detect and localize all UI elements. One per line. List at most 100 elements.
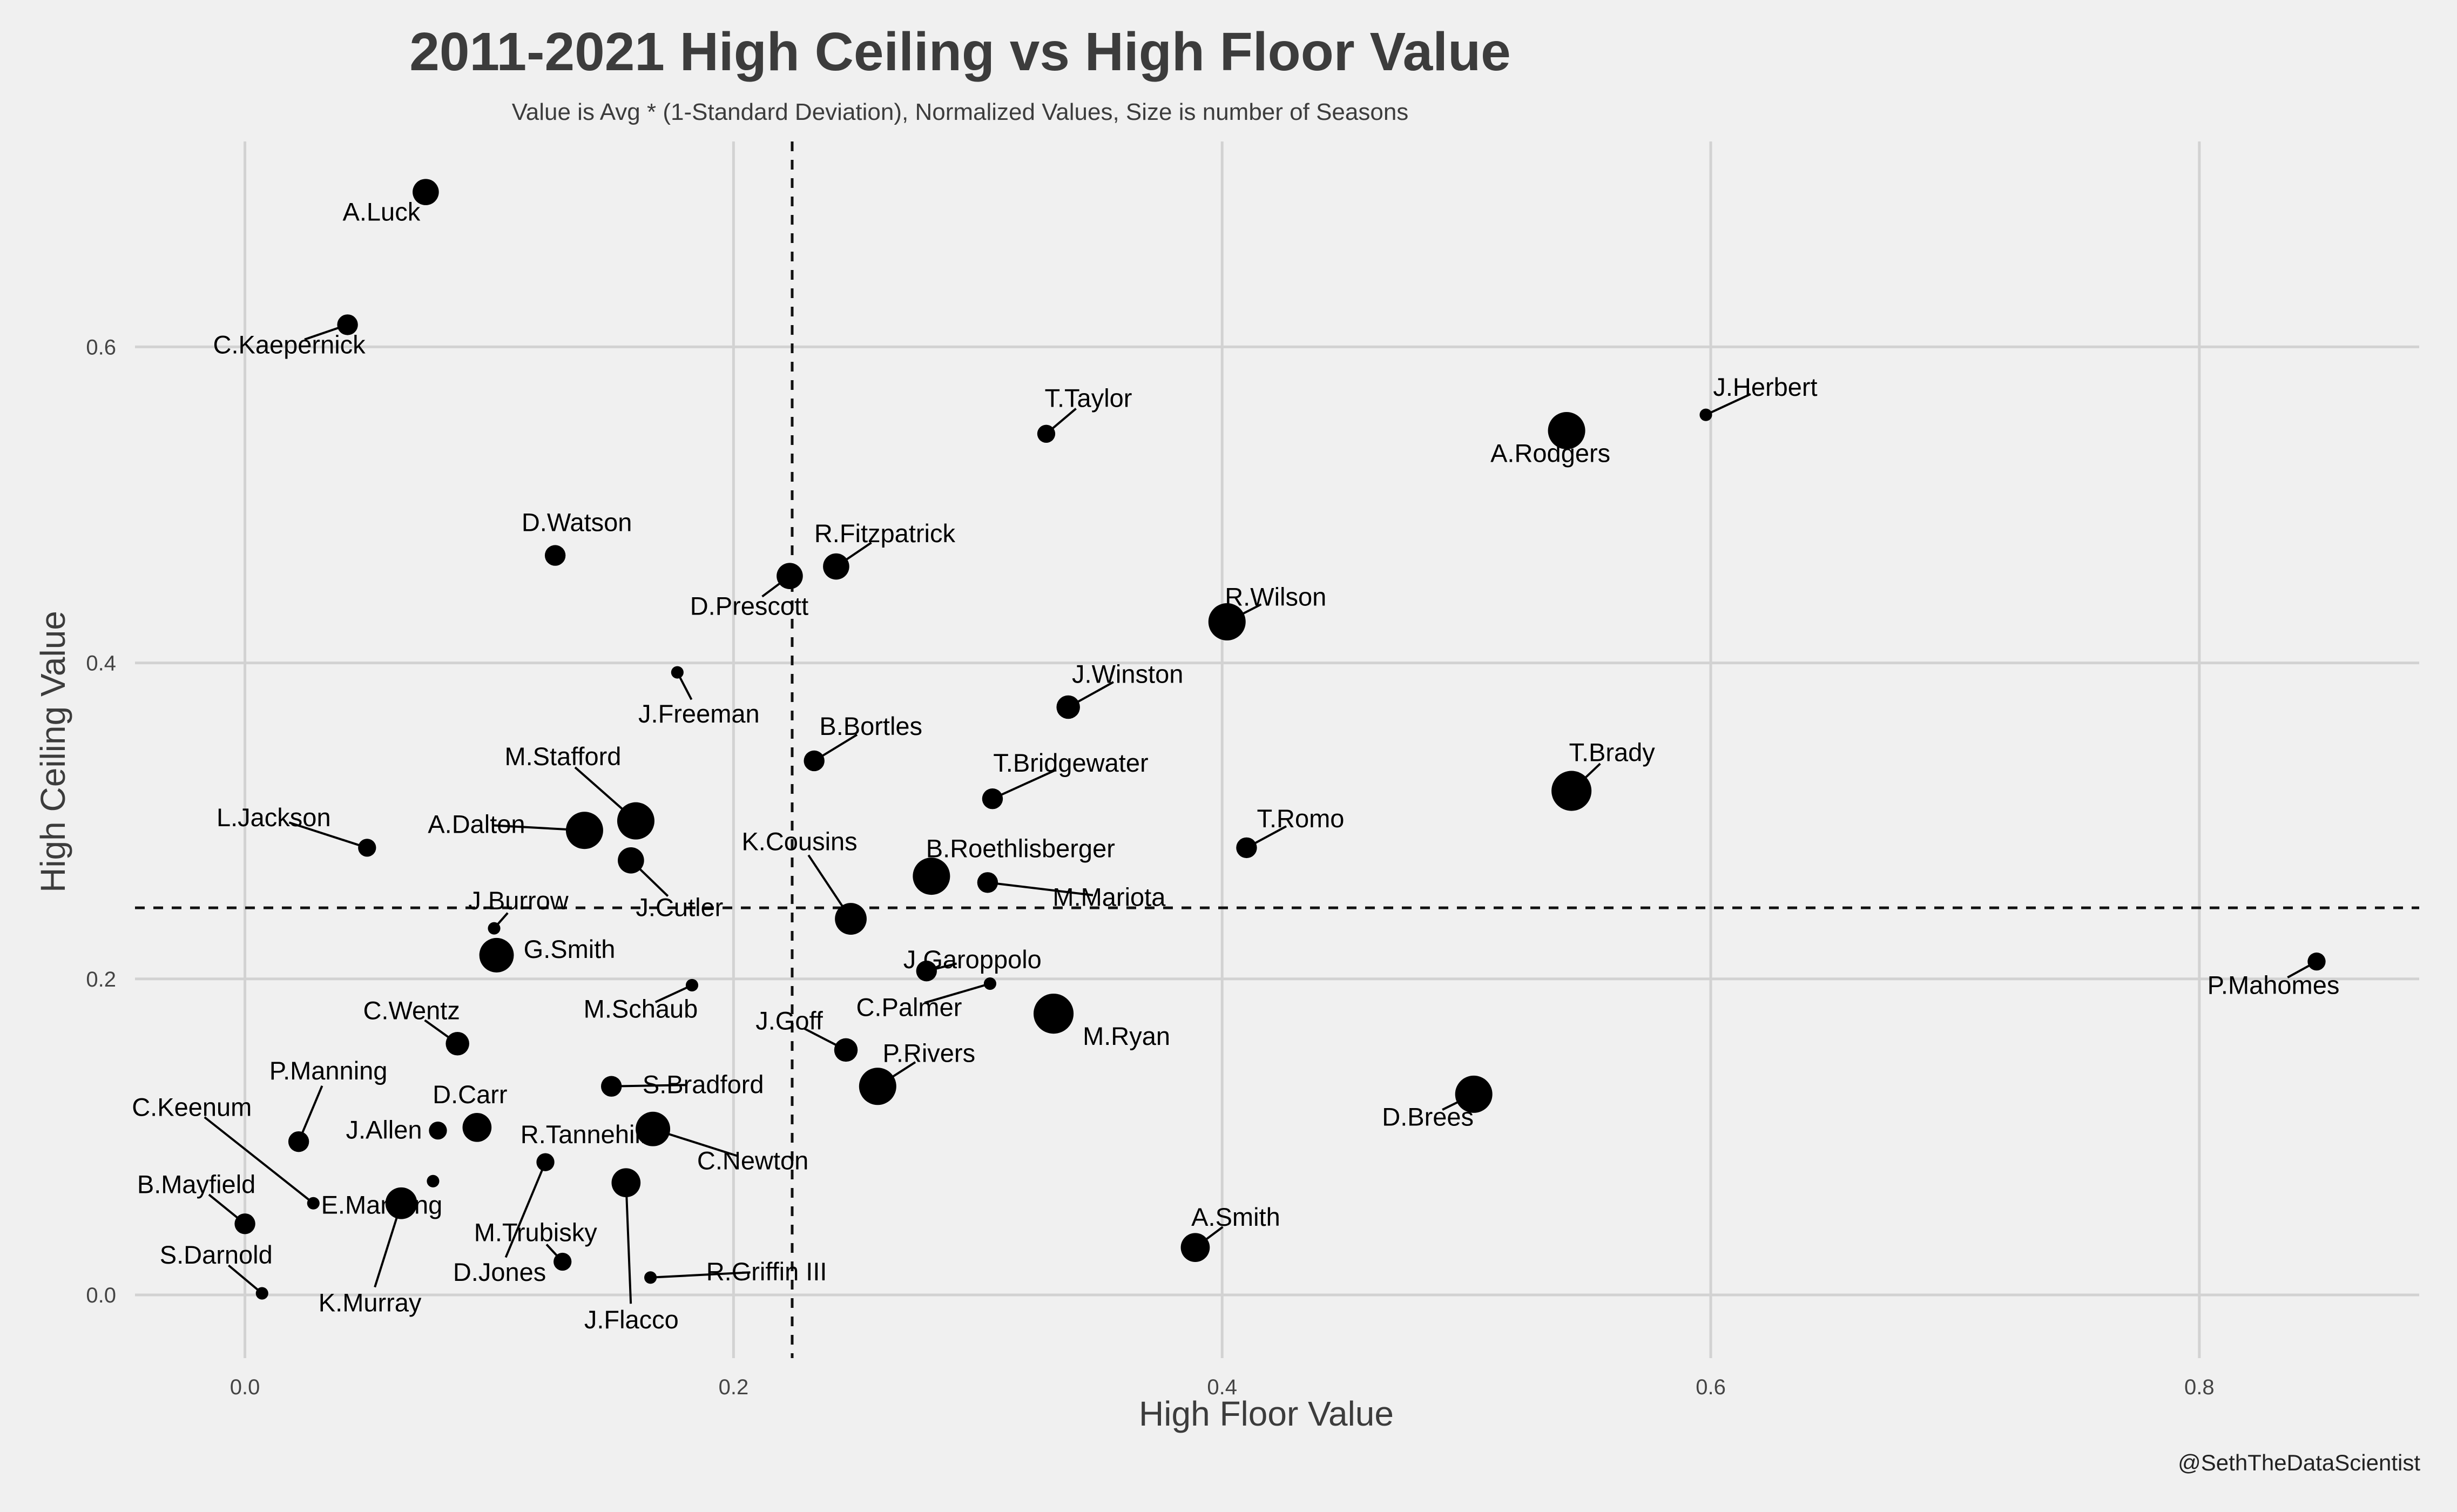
point-label: C.Wentz [363, 996, 460, 1025]
point-label: K.Cousins [741, 827, 857, 856]
chart-caption: @SethTheDataScientist [2178, 1450, 2420, 1475]
data-point [671, 666, 684, 679]
point-label: P.Rivers [883, 1039, 976, 1068]
data-point [1180, 1233, 1210, 1263]
point-label: E.Manning [321, 1190, 443, 1219]
data-point [479, 937, 514, 973]
point-label: T.Taylor [1045, 383, 1132, 412]
data-point [488, 922, 501, 935]
data-point [983, 977, 996, 990]
point-label: T.Brady [1569, 738, 1655, 767]
data-point [685, 978, 699, 992]
data-point [536, 1153, 555, 1171]
point-label: A.Smith [1191, 1203, 1280, 1231]
y-tick-label: 0.0 [86, 1284, 116, 1307]
y-tick-label: 0.2 [86, 968, 116, 991]
point-label: B.Bortles [819, 712, 922, 740]
point-label: M.Ryan [1083, 1022, 1170, 1050]
label-leader-line [654, 984, 693, 1003]
data-point [823, 553, 849, 580]
point-label: D.Brees [1382, 1102, 1474, 1131]
x-tick-label: 0.2 [719, 1375, 749, 1399]
point-label: P.Mahomes [2208, 971, 2340, 1000]
label-leader-line [1705, 393, 1751, 416]
data-points [234, 179, 2326, 1300]
label-leader-line [650, 1271, 751, 1279]
data-point [859, 1068, 896, 1105]
point-label: J.Garoppolo [903, 945, 1042, 974]
point-label: A.Luck [343, 198, 421, 226]
data-point [1056, 695, 1080, 719]
data-point [307, 1197, 320, 1210]
data-point [982, 788, 1003, 809]
label-leader-line [504, 1162, 546, 1258]
point-label: C.Keenum [132, 1092, 252, 1121]
label-leader-line [987, 881, 1094, 896]
point-label: S.Bradford [643, 1070, 764, 1099]
data-point [554, 1252, 572, 1271]
point-label: J.Flacco [584, 1305, 679, 1334]
point-label: M.Trubisky [474, 1218, 598, 1247]
point-label: C.Palmer [856, 993, 962, 1022]
label-leader-line [611, 1084, 687, 1088]
data-point [234, 1213, 255, 1234]
data-point [618, 847, 644, 874]
data-point [2307, 952, 2326, 971]
point-label: M.Schaub [584, 994, 698, 1023]
point-label: G.Smith [524, 935, 616, 963]
label-leader-line [204, 1116, 314, 1204]
point-label: D.Watson [522, 508, 632, 537]
point-label: J.Allen [346, 1116, 422, 1144]
data-point [1033, 994, 1074, 1034]
data-point [288, 1131, 309, 1152]
data-point [804, 750, 825, 772]
data-point [913, 858, 950, 895]
label-leader-line [227, 1264, 263, 1294]
data-point [358, 839, 376, 857]
point-label: J.Winston [1072, 659, 1183, 688]
point-label: R.Griffin III [706, 1257, 827, 1286]
point-label: R.Wilson [1225, 582, 1326, 611]
x-tick-label: 0.0 [230, 1375, 260, 1399]
point-label: T.Romo [1257, 804, 1344, 833]
y-tick-label: 0.4 [86, 652, 116, 676]
label-leader-line [625, 1183, 632, 1304]
point-labels: A.Luck C.Kaepernick T.Taylor J.Herbert A.Rod… [132, 198, 2339, 1334]
point-label: D.Carr [433, 1080, 507, 1109]
data-point [427, 1174, 440, 1187]
point-label: L.Jackson [217, 803, 331, 832]
point-label: D.Jones [453, 1258, 546, 1286]
data-point [834, 1038, 858, 1062]
point-label: J.Herbert [1713, 373, 1817, 401]
point-label: J.Goff [755, 1006, 823, 1035]
data-point [1455, 1075, 1493, 1113]
point-label: J.Cutler [636, 893, 723, 921]
point-label: R.Tannehill [521, 1120, 646, 1149]
data-point [977, 872, 998, 893]
point-label: C.Newton [697, 1146, 808, 1175]
data-point [1208, 603, 1246, 640]
point-label: T.Bridgewater [993, 748, 1148, 777]
data-point [1551, 771, 1592, 811]
data-point [916, 960, 937, 982]
data-point [565, 812, 603, 849]
point-label: J.Burrow [468, 886, 569, 915]
point-label: P.Manning [269, 1056, 388, 1085]
chart-subtitle: Value is Avg * (1-Standard Deviation), N… [512, 99, 1409, 125]
point-label: S.Darnold [160, 1240, 273, 1269]
data-point [617, 802, 654, 840]
data-point [462, 1112, 492, 1142]
y-axis-title: High Ceiling Value [33, 611, 72, 893]
data-point [1548, 411, 1585, 449]
y-tick-label: 0.6 [86, 335, 116, 359]
point-label: B.Roethlisberger [926, 834, 1115, 863]
data-point [337, 314, 358, 335]
data-point [446, 1031, 469, 1056]
x-axis-title: High Floor Value [1139, 1394, 1394, 1433]
point-label: D.Prescott [690, 592, 808, 620]
x-tick-label: 0.8 [2184, 1375, 2215, 1399]
point-label: K.Murray [319, 1288, 422, 1317]
reference-lines [135, 141, 2419, 1358]
